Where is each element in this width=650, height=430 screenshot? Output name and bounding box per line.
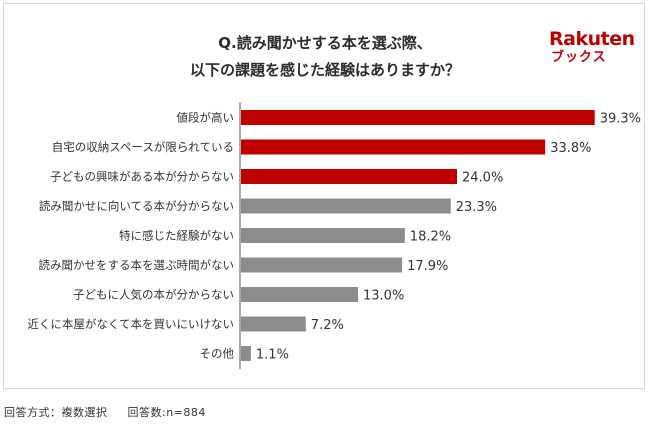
category-label: 読み聞かせをする本を選ぶ時間がない [39, 258, 235, 272]
bar [241, 287, 358, 302]
bar [241, 228, 405, 243]
bar [241, 257, 403, 273]
answer-method: 回答方式：複数選択 [4, 406, 108, 419]
logo-main-text: Rakuten [549, 28, 635, 50]
bar [241, 169, 457, 184]
category-label: 読み聞かせに向いてる本が分からない [39, 199, 234, 213]
value-label: 17.9% [407, 259, 448, 274]
bar [241, 139, 546, 155]
category-label: 近くに本屋がなくて本を買いにいけない [27, 317, 234, 331]
title-line-1: Q.読み聞かせする本を選ぶ際、 [218, 34, 432, 52]
title-line-2: 以下の課題を感じた経験はありますか？ [189, 61, 460, 79]
chart-title: Q.読み聞かせする本を選ぶ際、 以下の課題を感じた経験はありますか？ [4, 30, 646, 84]
category-label: その他 [200, 347, 235, 361]
footer-note: 回答方式：複数選択 回答数:n=884 [4, 404, 206, 420]
category-label: 子どもの興味がある本が分からない [50, 170, 234, 184]
bar [241, 316, 306, 332]
bar [241, 198, 451, 214]
value-label: 39.3% [600, 112, 641, 127]
category-label: 子どもに人気の本が分からない [73, 288, 234, 302]
category-label: 自宅の収納スペースが限られている [52, 140, 234, 154]
logo-sub-text: ブックス [551, 50, 607, 65]
bar [241, 346, 251, 361]
category-label: 特に感じた経験がない [119, 229, 234, 243]
rakuten-books-logo: Rakuten ブックス [549, 28, 645, 66]
value-label: 23.3% [456, 200, 497, 215]
value-label: 33.8% [550, 141, 591, 156]
value-label: 18.2% [410, 230, 451, 245]
value-label: 13.0% [363, 289, 404, 304]
bar-chart: 値段が高い 39.3% 自宅の収納スペースが限られている 33.8% 子どもの興味がある… [27, 102, 641, 369]
chart-card: Q.読み聞かせする本を選ぶ際、 以下の課題を感じた経験はありますか？ Rakut… [3, 3, 645, 389]
value-label: 7.2% [311, 318, 344, 333]
category-label: 値段が高い [177, 111, 235, 125]
respondent-count: 回答数:n=884 [127, 406, 206, 419]
value-label: 24.0% [462, 171, 503, 186]
value-label: 1.1% [256, 348, 289, 363]
bar [241, 110, 595, 125]
